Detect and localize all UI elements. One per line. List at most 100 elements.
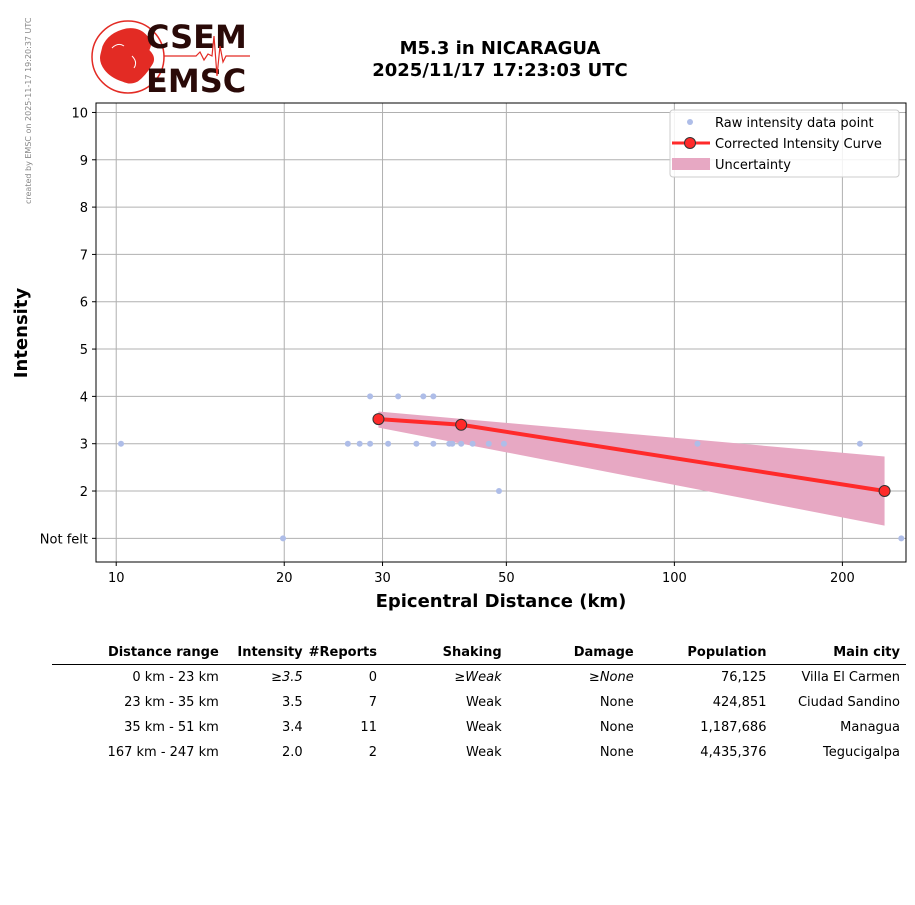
cell-reports: 11 [360, 720, 377, 735]
legend-curve-marker [684, 137, 696, 149]
cell-main-city: Managua [840, 720, 900, 735]
raw-data-point [469, 440, 476, 447]
header-population: Population [687, 644, 767, 660]
logo-line-csem: CSEM [146, 18, 247, 56]
raw-data-point [856, 440, 863, 447]
cell-distance-range: 167 km - 247 km [107, 745, 219, 760]
x-tick-label: 30 [374, 571, 391, 586]
raw-data-point [420, 393, 427, 400]
cell-population: 1,187,686 [700, 720, 767, 735]
cell-main-city: Ciudad Sandino [797, 695, 900, 710]
table-header-row: Distance range Intensity #Reports Shakin… [52, 640, 906, 665]
plot-frame [95, 102, 907, 563]
header-damage: Damage [573, 644, 634, 660]
legend: Raw intensity data point Corrected Inten… [669, 109, 900, 178]
uncertainty-area [378, 411, 885, 526]
raw-data-point [280, 535, 287, 542]
logo-seismogram [164, 35, 250, 77]
legend-curve-label: Corrected Intensity Curve [715, 137, 882, 152]
cell-main-city: Villa El Carmen [801, 670, 900, 685]
raw-data-point [495, 488, 502, 495]
logo-globe-ring [91, 20, 165, 94]
raw-data-point [118, 440, 125, 447]
legend-box [669, 109, 900, 178]
cell-shaking: Weak [466, 745, 502, 760]
header-intensity: Intensity [237, 644, 303, 660]
cell-intensity: ≥3.5 [271, 670, 303, 685]
y-tick-label: 9 [80, 154, 88, 169]
y-tick-label: 10 [71, 106, 88, 121]
cell-damage: None [599, 695, 634, 710]
cell-reports: 7 [368, 695, 377, 710]
watermark: created by EMSC on 2025-11-17 19:20:37 U… [24, 17, 33, 204]
cell-reports: 0 [368, 670, 377, 685]
raw-data-point [367, 393, 374, 400]
raw-data-point [458, 440, 465, 447]
cell-distance-range: 23 km - 35 km [124, 695, 219, 710]
cell-reports: 2 [368, 745, 377, 760]
intensity-curve [372, 413, 891, 498]
raw-data-point [898, 535, 905, 542]
raw-data-point [344, 440, 351, 447]
legend-uncertainty-swatch [672, 158, 710, 170]
cell-population: 4,435,376 [700, 745, 767, 760]
cell-distance-range: 35 km - 51 km [124, 720, 219, 735]
logo-globe-map [99, 27, 156, 85]
legend-raw-label: Raw intensity data point [715, 116, 874, 131]
cell-intensity: 2.0 [281, 745, 303, 760]
cell-intensity: 3.5 [281, 695, 303, 710]
raw-data-point [430, 393, 437, 400]
x-tick-label: 200 [830, 571, 855, 586]
header-main-city: Main city [833, 644, 900, 660]
uncertainty-band [378, 411, 885, 526]
cell-population: 76,125 [720, 670, 767, 685]
y-tick-label: 3 [80, 438, 88, 453]
header-distance-range: Distance range [107, 644, 219, 660]
chart-title-line-2: 2025/11/17 17:23:03 UTC [372, 60, 628, 81]
cell-shaking: ≥Weak [454, 670, 502, 685]
x-tick-label: 10 [108, 571, 125, 586]
axes: 10 20 30 50 100 200 Not felt 2 3 4 5 6 7 8 9 10 [40, 102, 907, 586]
y-tick-label: 5 [80, 343, 88, 358]
curve-point [878, 485, 891, 498]
legend-uncertainty-label: Uncertainty [715, 158, 791, 173]
header-shaking: Shaking [442, 644, 502, 660]
raw-data-point [395, 393, 402, 400]
cell-damage: None [599, 745, 634, 760]
table-row: 35 km - 51 km 3.4 11 Weak None 1,187,686… [52, 715, 906, 740]
chart-title-line-1: M5.3 in NICARAGUA [399, 38, 601, 59]
x-axis-label: Epicentral Distance (km) [376, 591, 627, 612]
table-row: 0 km - 23 km ≥3.5 0 ≥Weak ≥None 76,125 V… [52, 665, 906, 691]
legend-raw-marker [687, 119, 693, 125]
y-tick-label: 7 [80, 248, 88, 263]
y-tick-label: 4 [80, 390, 88, 405]
raw-data-point [367, 440, 374, 447]
y-tick-label: 2 [80, 485, 88, 500]
table-row: 167 km - 247 km 2.0 2 Weak None 4,435,37… [52, 740, 906, 765]
raw-data-point [413, 440, 420, 447]
raw-points [118, 393, 905, 542]
curve-point [455, 418, 468, 431]
intensity-chart: 10 20 30 50 100 200 Not felt 2 3 4 5 6 7 8 9 10 Raw int… [11, 102, 907, 612]
cell-population: 424,851 [712, 695, 767, 710]
table-row: 23 km - 35 km 3.5 7 Weak None 424,851 Ci… [52, 690, 906, 715]
x-tick-label: 20 [276, 571, 293, 586]
x-tick-label: 100 [662, 571, 687, 586]
raw-data-point [485, 440, 492, 447]
cell-damage: None [599, 720, 634, 735]
y-tick-label: Not felt [40, 532, 88, 547]
y-axis-label: Intensity [11, 288, 32, 379]
y-tick-label: 6 [80, 296, 88, 311]
raw-data-point [449, 440, 456, 447]
cell-main-city: Tegucigalpa [822, 745, 900, 760]
raw-data-point [500, 440, 507, 447]
raw-data-point [694, 440, 701, 447]
raw-data-point [356, 440, 363, 447]
raw-data-point [430, 440, 437, 447]
cell-damage: ≥None [588, 670, 634, 685]
logo-line-emsc: EMSC [146, 62, 246, 98]
curve-point [372, 413, 385, 426]
csem-emsc-logo: CSEM EMSC [91, 18, 250, 98]
cell-shaking: Weak [466, 695, 502, 710]
cell-intensity: 3.4 [281, 720, 303, 735]
